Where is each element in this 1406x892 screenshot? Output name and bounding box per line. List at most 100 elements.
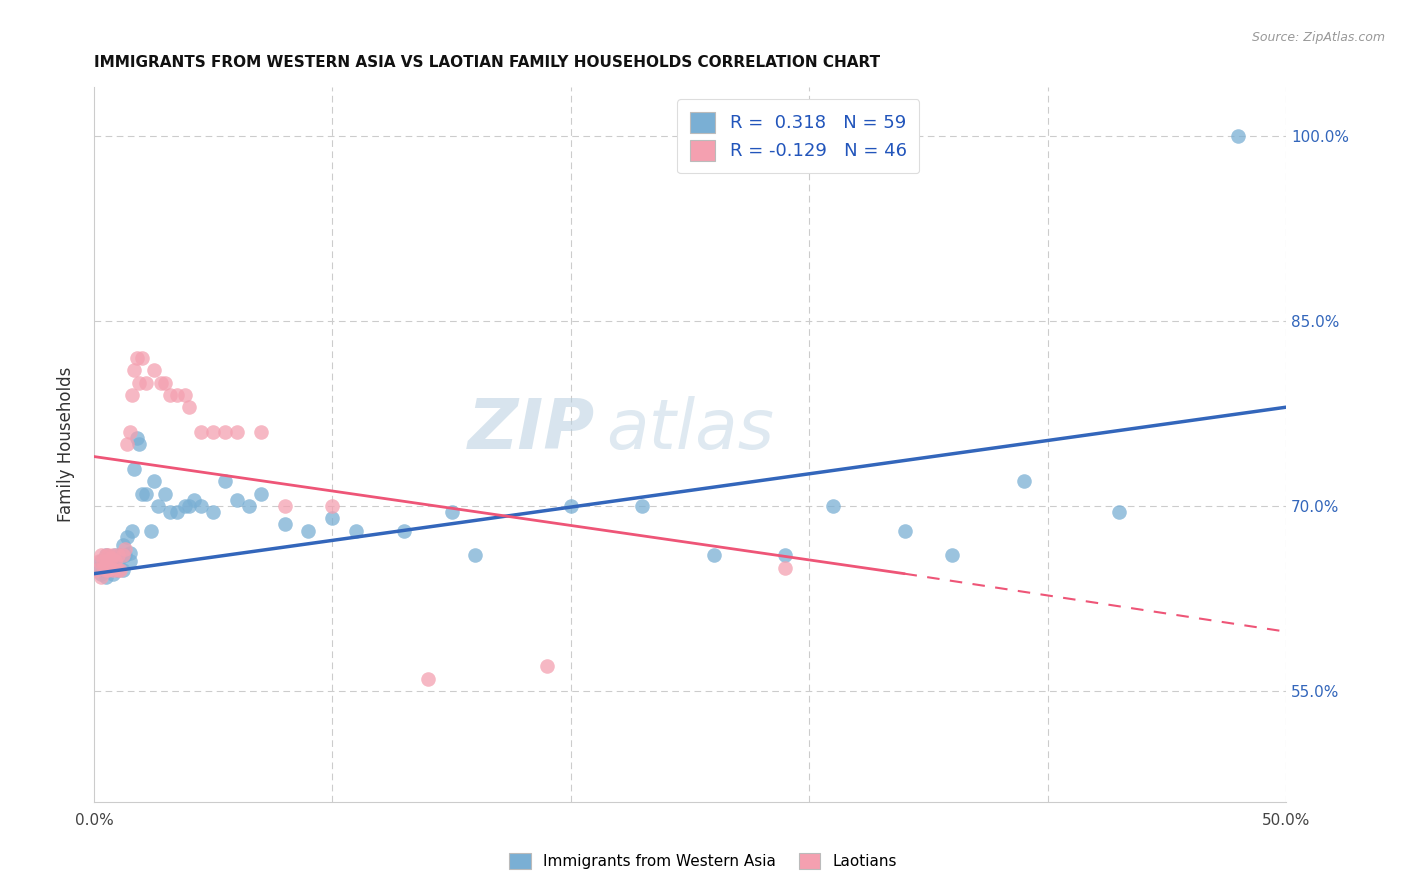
Point <box>159 505 181 519</box>
Point <box>190 425 212 439</box>
Point <box>90 548 112 562</box>
Point <box>97 563 120 577</box>
Point <box>703 548 725 562</box>
Point <box>893 524 915 538</box>
Text: Source: ZipAtlas.com: Source: ZipAtlas.com <box>1251 31 1385 45</box>
Point <box>775 548 797 562</box>
Point <box>125 351 148 365</box>
Point <box>214 474 236 488</box>
Point <box>135 376 157 390</box>
Point <box>344 524 367 538</box>
Point <box>1012 474 1035 488</box>
Point <box>179 401 201 415</box>
Point <box>94 563 117 577</box>
Point <box>100 550 122 565</box>
Point <box>297 524 319 538</box>
Point <box>142 474 165 488</box>
Point <box>94 548 117 562</box>
Point <box>135 486 157 500</box>
Point <box>107 554 129 568</box>
Point <box>1227 128 1250 143</box>
Point <box>111 563 134 577</box>
Point <box>104 554 127 568</box>
Point <box>190 499 212 513</box>
Point <box>238 499 260 513</box>
Point <box>631 499 654 513</box>
Point <box>124 462 146 476</box>
Point <box>148 499 170 513</box>
Point <box>111 538 134 552</box>
Point <box>101 558 124 572</box>
Point <box>90 566 112 581</box>
Point <box>250 486 273 500</box>
Point <box>101 548 124 562</box>
Point <box>183 492 205 507</box>
Point <box>87 560 110 574</box>
Point <box>128 437 150 451</box>
Point <box>114 548 136 562</box>
Point <box>149 376 172 390</box>
Point <box>108 548 131 562</box>
Point <box>1108 505 1130 519</box>
Point <box>97 548 120 562</box>
Point <box>108 563 131 577</box>
Point <box>179 499 201 513</box>
Point <box>97 550 120 565</box>
Point <box>104 548 127 562</box>
Point <box>114 542 136 557</box>
Point <box>90 554 112 568</box>
Point <box>93 560 115 574</box>
Text: ZIP: ZIP <box>467 396 595 464</box>
Point <box>86 563 108 577</box>
Point <box>118 546 141 560</box>
Point <box>107 563 129 577</box>
Point <box>173 499 195 513</box>
Point <box>121 524 143 538</box>
Point <box>464 548 486 562</box>
Point <box>214 425 236 439</box>
Point <box>87 554 110 568</box>
Point <box>202 425 225 439</box>
Point <box>250 425 273 439</box>
Point <box>131 351 153 365</box>
Point <box>142 363 165 377</box>
Point <box>166 505 188 519</box>
Point <box>821 499 844 513</box>
Point <box>226 425 249 439</box>
Point <box>416 672 439 686</box>
Point <box>101 563 124 577</box>
Point <box>775 560 797 574</box>
Point <box>173 388 195 402</box>
Point <box>941 548 963 562</box>
Y-axis label: Family Households: Family Households <box>58 367 75 522</box>
Point <box>131 486 153 500</box>
Point <box>121 388 143 402</box>
Point <box>117 437 139 451</box>
Legend: R =  0.318   N = 59, R = -0.129   N = 46: R = 0.318 N = 59, R = -0.129 N = 46 <box>678 99 920 173</box>
Point <box>118 425 141 439</box>
Text: IMMIGRANTS FROM WESTERN ASIA VS LAOTIAN FAMILY HOUSEHOLDS CORRELATION CHART: IMMIGRANTS FROM WESTERN ASIA VS LAOTIAN … <box>94 55 880 70</box>
Point <box>440 505 463 519</box>
Point <box>392 524 415 538</box>
Point <box>155 376 177 390</box>
Point <box>202 505 225 519</box>
Point <box>159 388 181 402</box>
Point <box>155 486 177 500</box>
Point <box>321 499 343 513</box>
Point <box>141 524 163 538</box>
Point <box>124 363 146 377</box>
Point <box>94 558 117 572</box>
Point <box>560 499 582 513</box>
Point <box>321 511 343 525</box>
Point <box>273 517 295 532</box>
Point <box>93 563 115 577</box>
Point <box>111 548 134 562</box>
Point <box>226 492 249 507</box>
Legend: Immigrants from Western Asia, Laotians: Immigrants from Western Asia, Laotians <box>503 847 903 875</box>
Text: atlas: atlas <box>606 396 775 464</box>
Point <box>93 554 115 568</box>
Point <box>125 431 148 445</box>
Point <box>166 388 188 402</box>
Point <box>101 566 124 581</box>
Point <box>97 563 120 577</box>
